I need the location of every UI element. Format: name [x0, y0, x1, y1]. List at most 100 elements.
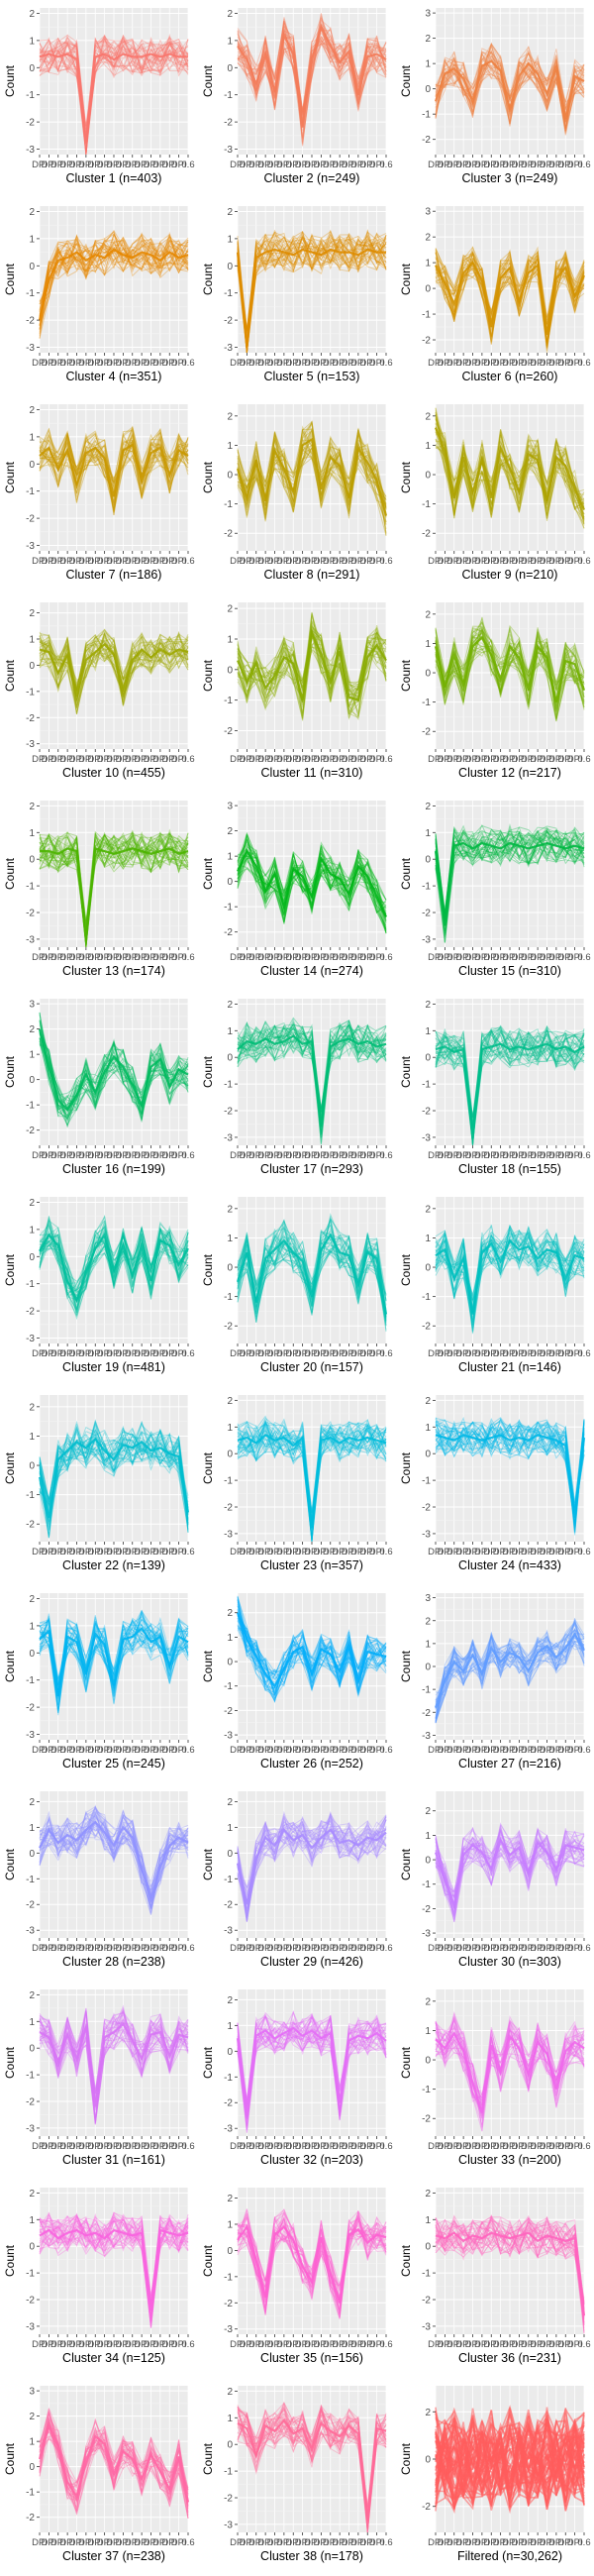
series-line: [435, 2023, 585, 2107]
y-tick-label: -2: [224, 1503, 233, 1514]
series-line: [237, 2019, 387, 2125]
y-axis-title: Count: [201, 2442, 215, 2475]
y-tick-label: 2: [29, 802, 35, 812]
series-line: [237, 1422, 387, 1513]
x-tick-label: DPI: [455, 1943, 471, 1954]
x-tick-label: DPI: [455, 952, 471, 963]
series-line: [435, 2017, 585, 2108]
x-tick-label: DPI: [502, 1943, 518, 1954]
series-line: [237, 1418, 387, 1513]
series-line: [237, 1815, 387, 1912]
x-tick-label: DPI: [332, 2339, 347, 2350]
series-line: [237, 614, 387, 718]
series-line: [435, 829, 585, 914]
y-axis-title: Count: [3, 461, 17, 493]
series-line: [435, 2019, 585, 2108]
series-line: [39, 831, 189, 948]
x-tick-label: DPI: [239, 160, 254, 170]
series-line: [39, 1421, 189, 1532]
series-line: [237, 831, 387, 914]
series-line: [237, 1218, 387, 1327]
x-tick-label: DPI: [276, 1745, 292, 1756]
x-tick-label: DPI: [87, 556, 103, 567]
x-tick-label: DPI: [59, 1745, 75, 1756]
x-tick-label: DPI: [332, 2141, 347, 2152]
x-tick-label: DPI: [493, 1943, 509, 1954]
x-tick-label: DPI: [313, 2339, 329, 2350]
x-tick-label: DPI: [115, 2537, 131, 2548]
x-tick-label: DPI: [69, 358, 85, 369]
facet-panel-33: -2-1012DPIDPIDPIDPIDPIDPIDPIDPIDPIDPIDPI…: [399, 1989, 591, 2167]
profile-line: [39, 1626, 189, 1697]
series-line: [39, 2214, 189, 2304]
series-line: [237, 1817, 387, 1902]
series-line: [39, 434, 189, 513]
y-tick-label: -1: [422, 1879, 431, 1890]
y-tick-label: -3: [422, 1529, 431, 1540]
x-tick-label: DPI: [267, 2141, 283, 2152]
y-tick-label: 1: [227, 2220, 233, 2231]
series-line: [237, 1422, 387, 1513]
profile-line: [40, 846, 189, 940]
series-line: [435, 1026, 585, 1119]
series-line: [237, 236, 387, 331]
facet-panel-14: -2-10123DPIDPIDPIDPIDPIDPIDPIDPIDPIDPIDP…: [201, 801, 393, 978]
x-tick-label: DPI: [257, 358, 273, 369]
x-tick-label: DPI: [78, 952, 94, 963]
y-tick-label: 1: [425, 1639, 431, 1650]
series-line: [435, 1624, 585, 1709]
x-tick-label: DPI: [41, 358, 56, 369]
series-line: [39, 1810, 189, 1890]
profile-line: [236, 1612, 387, 1688]
x-tick-label: DPI: [465, 2537, 481, 2548]
y-tick-label: 0: [29, 2044, 35, 2055]
x-tick-label: DPI: [69, 754, 85, 765]
series-line: [39, 239, 189, 311]
series-line: [39, 630, 189, 696]
y-tick-label: -1: [224, 1681, 233, 1692]
y-tick-label: 0: [29, 1849, 35, 1860]
x-tick-label: DPI: [125, 952, 141, 963]
x-tick-label: DPI: [115, 2339, 131, 2350]
series-line: [237, 635, 387, 716]
x-tick-label: DPI: [144, 952, 159, 963]
x-tick-label: 0.6: [181, 2537, 194, 2548]
y-tick-label: 2: [227, 9, 233, 20]
x-tick-label: DPI: [152, 2537, 168, 2548]
x-tick-label: DPI: [32, 556, 48, 567]
series-lines: [236, 419, 388, 536]
x-tick-label: DPI: [41, 556, 56, 567]
x-tick-label: DPI: [350, 358, 366, 369]
series-line: [435, 251, 585, 348]
series-line: [435, 824, 585, 914]
series-line: [39, 37, 189, 156]
x-tick-label: DPI: [332, 754, 347, 765]
y-tick-label: 0: [425, 1663, 431, 1673]
series-line: [39, 2013, 189, 2117]
series-line: [435, 1030, 585, 1146]
x-tick-label: DPI: [248, 2537, 264, 2548]
series-line: [435, 2015, 585, 2098]
facet-panel-10: -3-2-1012DPIDPIDPIDPIDPIDPIDPIDPIDPIDPID…: [3, 602, 195, 780]
series-line: [237, 427, 387, 525]
series-line: [39, 1224, 189, 1318]
x-tick-label: DPI: [152, 2339, 168, 2350]
series-lines: [39, 2211, 189, 2329]
x-tick-label: DPI: [455, 358, 471, 369]
series-line: [435, 1027, 585, 1122]
series-line: [435, 1229, 585, 1310]
series-line: [237, 1017, 387, 1116]
x-tick-label: DPI: [350, 952, 366, 963]
series-line: [237, 1820, 387, 1901]
series-line: [435, 1637, 585, 1713]
series-line: [435, 2020, 585, 2132]
y-tick-label: 1: [227, 635, 233, 646]
x-tick-label: DPI: [446, 1348, 462, 1359]
series-line: [39, 2427, 189, 2505]
y-tick-label: -2: [422, 1708, 431, 1719]
x-tick-label: DPI: [521, 160, 537, 170]
y-tick-label: -1: [422, 1292, 431, 1303]
y-axis-title: Count: [3, 1451, 17, 1484]
series-line: [39, 1609, 189, 1698]
x-tick-label: DPI: [171, 1150, 187, 1161]
